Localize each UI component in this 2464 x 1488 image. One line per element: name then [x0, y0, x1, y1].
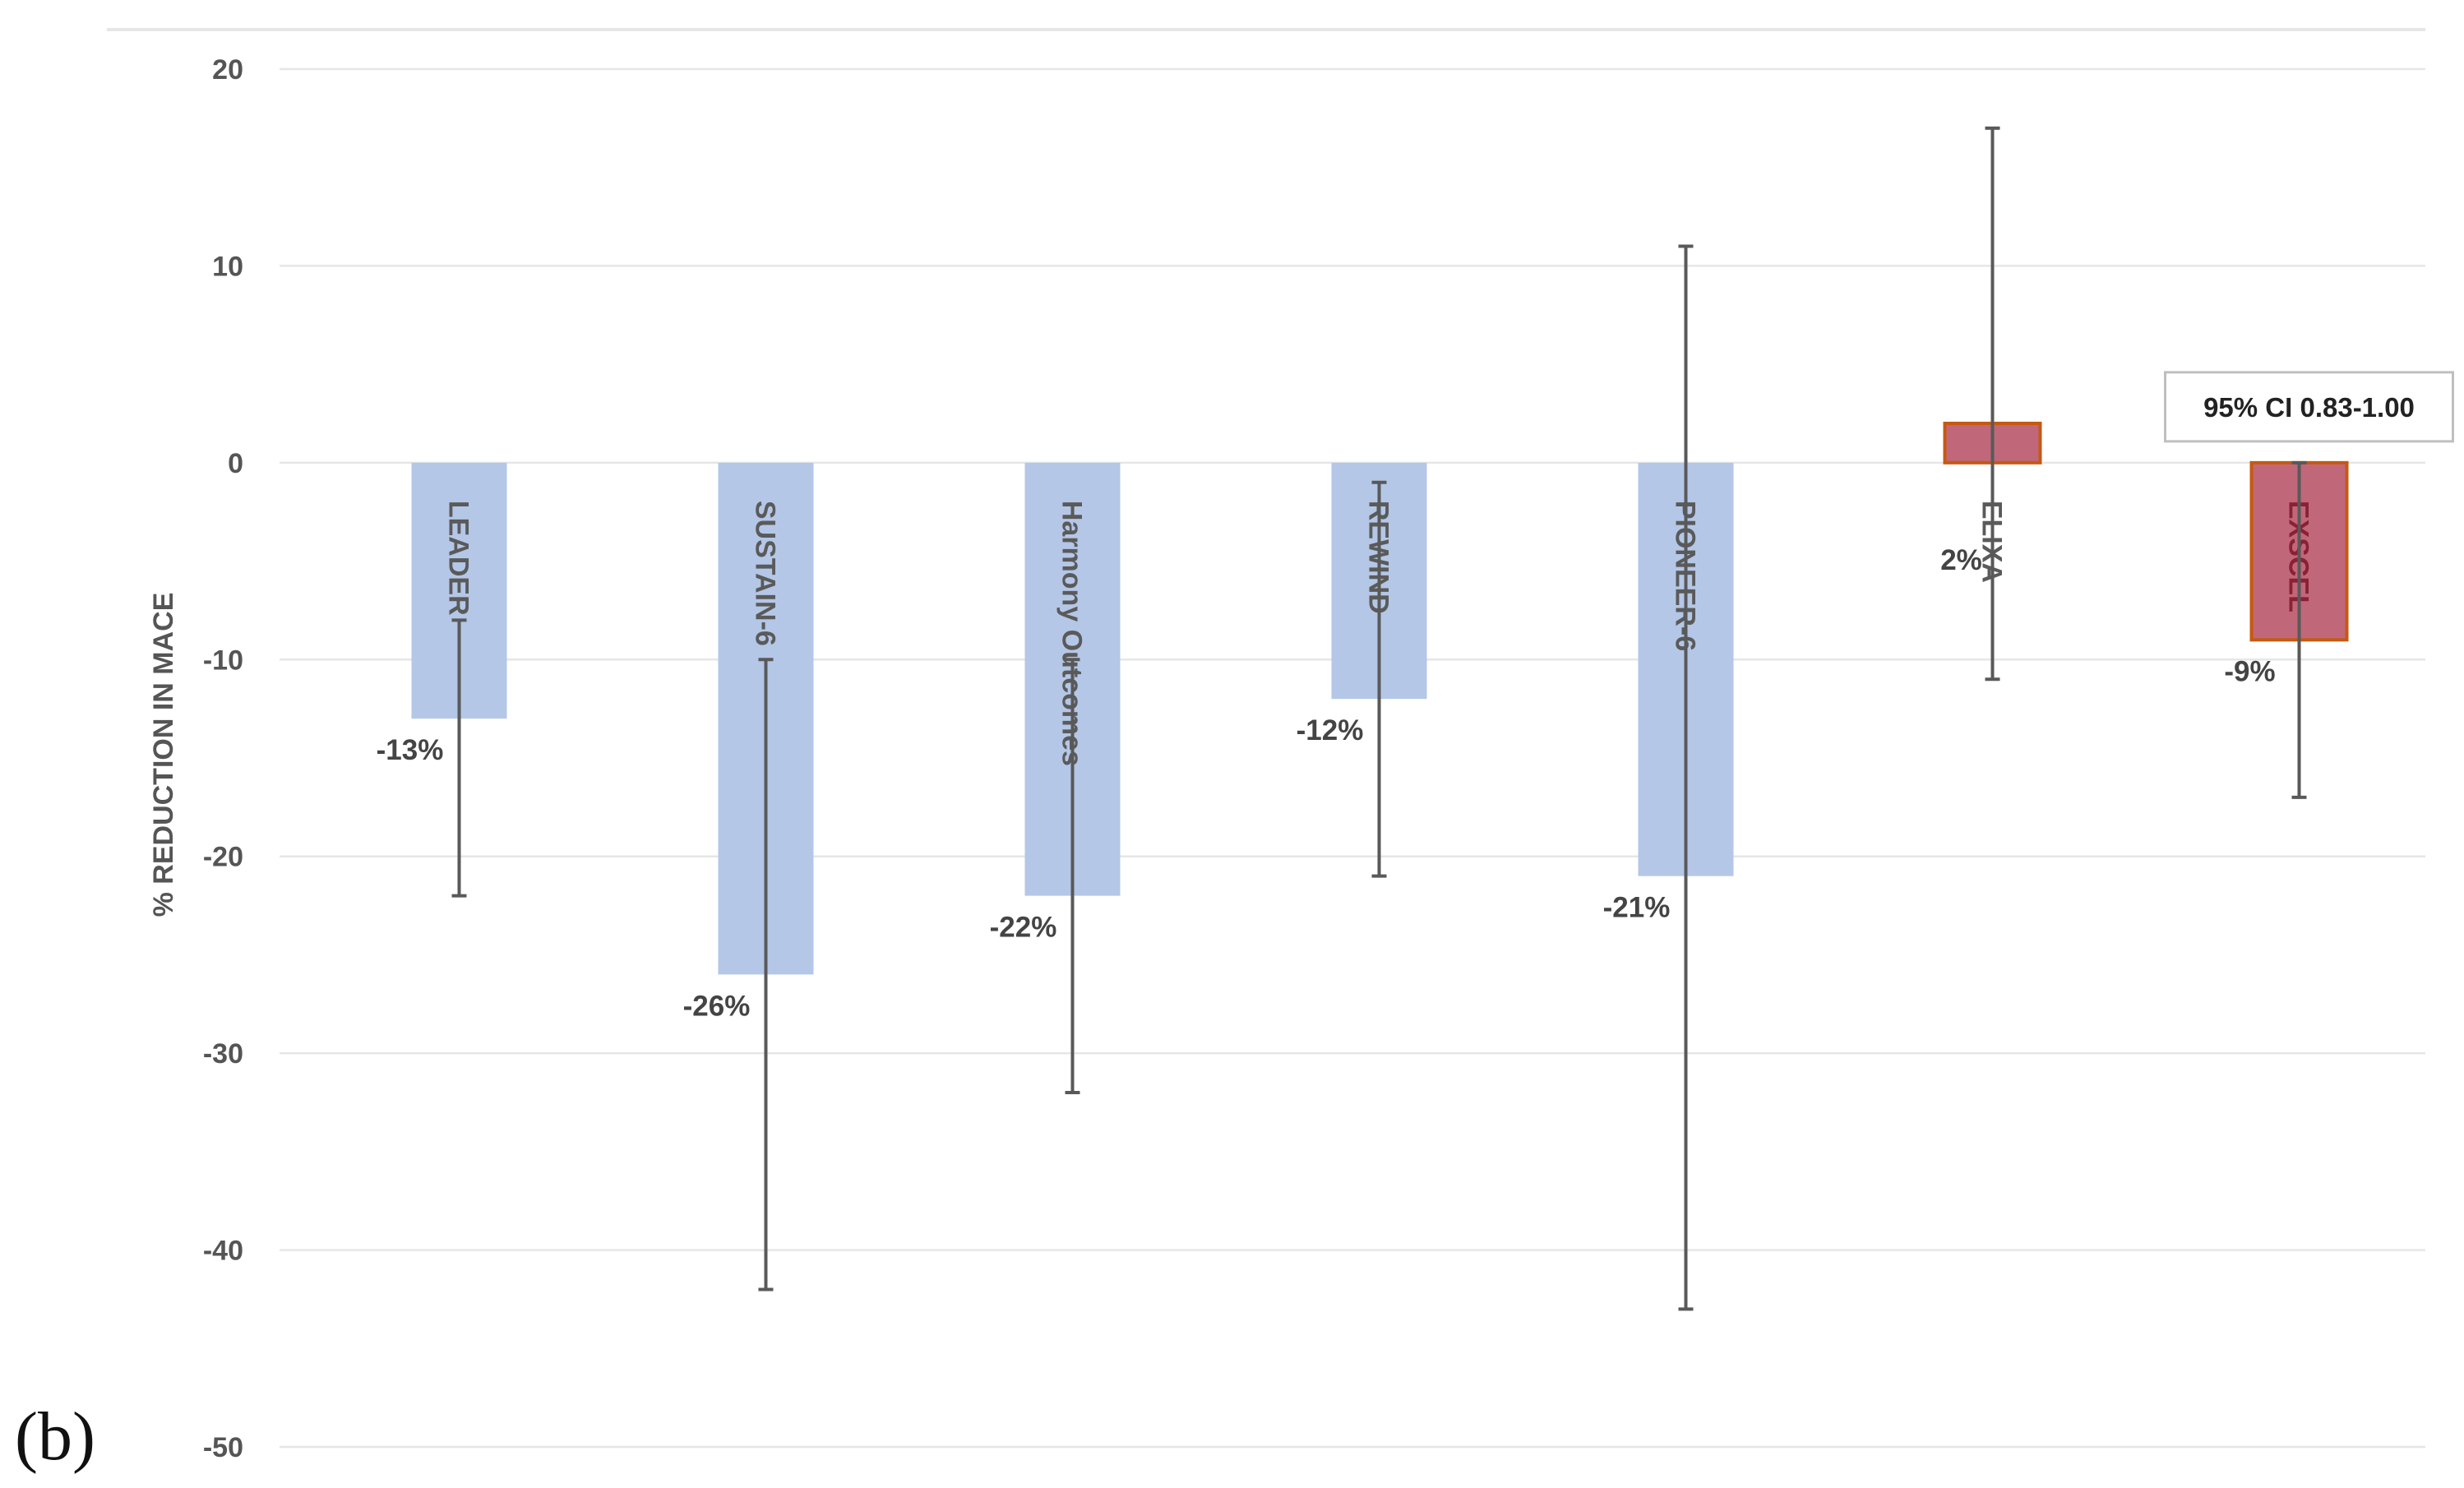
y-axis-tick-labels: 20 10 0 -10 -20 -30 -40 -50	[203, 54, 243, 1463]
gridlines	[280, 67, 2425, 1449]
y-tick-label: -50	[203, 1432, 243, 1463]
y-tick-label: 10	[212, 251, 243, 282]
data-label: -9%	[2224, 655, 2275, 687]
ci-callout-box	[2164, 371, 2454, 443]
y-tick-label: 0	[228, 448, 243, 479]
data-labels: -13% -26% -22% -12% -21% 2% -9%	[377, 544, 2276, 1023]
data-label: -21%	[1603, 892, 1671, 924]
error-bars	[451, 126, 2307, 1311]
y-tick-label: -20	[203, 842, 243, 873]
panel-label: (b)	[15, 1398, 95, 1475]
y-tick-label: -10	[203, 645, 243, 676]
ci-callout: 95% CI 0.83-1.00	[2164, 371, 2454, 443]
data-label: -22%	[990, 912, 1057, 944]
data-label: -13%	[377, 734, 444, 766]
y-axis-title: % REDUCTION IN MACE	[148, 593, 179, 917]
y-tick-label: 20	[212, 54, 243, 85]
data-label: -12%	[1297, 714, 1364, 746]
data-label: 2%	[1940, 544, 1982, 576]
bar-category-label: SUSTAIN-6	[750, 501, 781, 646]
ci-callout-text: 95% CI 0.83-1.00	[2203, 392, 2415, 423]
data-label: -26%	[683, 990, 751, 1022]
y-tick-label: -30	[203, 1038, 243, 1070]
bar-category-label: LEADER	[443, 501, 474, 616]
y-tick-label: -40	[203, 1236, 243, 1267]
